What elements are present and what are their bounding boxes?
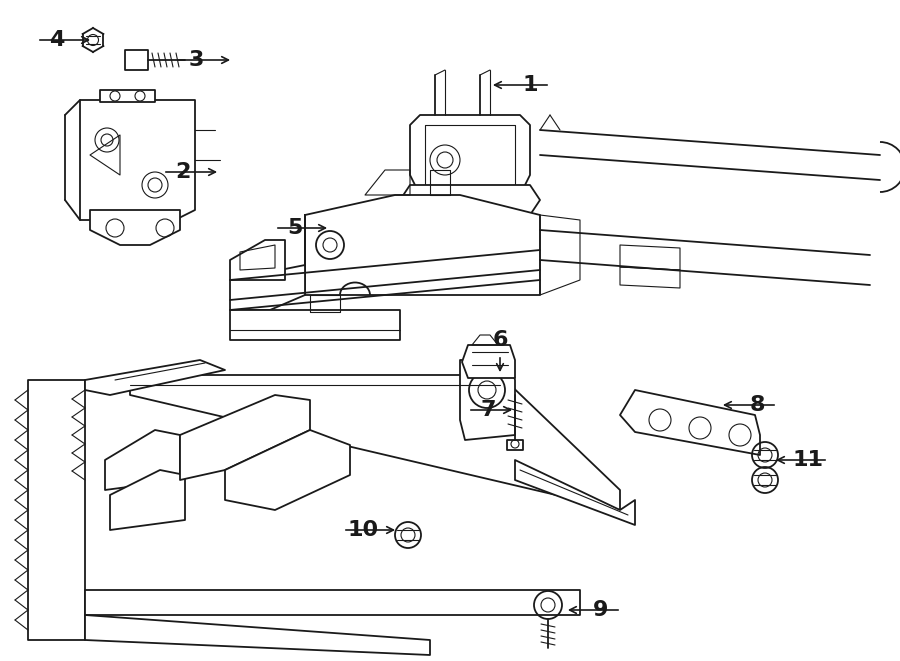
Text: 6: 6 (492, 330, 508, 350)
Polygon shape (90, 210, 180, 245)
Text: 2: 2 (176, 162, 191, 182)
Polygon shape (305, 195, 540, 295)
Polygon shape (515, 460, 635, 525)
Polygon shape (105, 430, 180, 490)
Polygon shape (85, 360, 225, 395)
Polygon shape (230, 310, 400, 340)
Polygon shape (620, 390, 760, 455)
Text: 1: 1 (522, 75, 538, 95)
Text: 10: 10 (347, 520, 379, 540)
Polygon shape (230, 215, 305, 310)
Polygon shape (100, 90, 155, 102)
Text: 9: 9 (593, 600, 608, 620)
Polygon shape (28, 380, 85, 640)
Polygon shape (462, 345, 515, 378)
Text: 8: 8 (749, 395, 765, 415)
Polygon shape (410, 115, 530, 195)
Text: 3: 3 (188, 50, 203, 70)
Polygon shape (110, 470, 185, 530)
Polygon shape (225, 430, 350, 510)
Text: 11: 11 (793, 450, 824, 470)
Polygon shape (400, 185, 540, 215)
Polygon shape (130, 375, 620, 510)
Polygon shape (80, 100, 195, 220)
Text: 7: 7 (481, 400, 496, 420)
Polygon shape (180, 395, 310, 480)
Polygon shape (85, 590, 580, 615)
Polygon shape (230, 240, 285, 280)
Text: 4: 4 (50, 30, 65, 50)
Text: 5: 5 (287, 218, 302, 238)
Polygon shape (460, 360, 515, 440)
Polygon shape (85, 615, 430, 655)
